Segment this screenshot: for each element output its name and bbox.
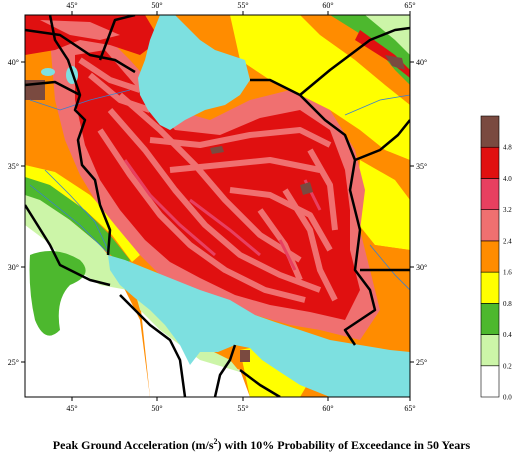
legend-swatch bbox=[480, 115, 500, 148]
caucasus-pink bbox=[40, 20, 120, 40]
lon-label-bottom: 50° bbox=[151, 404, 162, 413]
legend-label: 3.2 bbox=[503, 206, 512, 214]
east-yellow bbox=[355, 160, 410, 250]
lat-label-left: 25° bbox=[8, 358, 19, 367]
lon-label-bottom: 65° bbox=[404, 404, 415, 413]
legend-swatch bbox=[480, 303, 500, 335]
lon-label-bottom: 55° bbox=[237, 404, 248, 413]
green-strip bbox=[25, 175, 130, 268]
lon-label-top: 60° bbox=[322, 1, 333, 10]
legend-label: 0.0 bbox=[503, 394, 512, 402]
map-frame-border bbox=[24, 14, 411, 398]
brown-hotspot-1 bbox=[300, 182, 313, 195]
lat-label-right: 25° bbox=[416, 358, 427, 367]
lon-label-top: 50° bbox=[151, 1, 162, 10]
brown-hotspot-4 bbox=[240, 350, 250, 362]
caption-prefix: Peak Ground Acceleration (m/s bbox=[52, 438, 214, 452]
lake-van bbox=[41, 68, 55, 76]
legend-label: 0.8 bbox=[503, 300, 512, 308]
lat-label-right: 40° bbox=[416, 58, 427, 67]
legend-colorbar: 0.0 0.2 0.4 0.8 1.6 2.4 3.2 4.0 4.8 bbox=[480, 115, 512, 402]
lat-label-left: 40° bbox=[8, 58, 19, 67]
legend-swatch bbox=[480, 146, 500, 179]
legend-label: 4.8 bbox=[503, 144, 512, 152]
legend-label: 4.0 bbox=[503, 175, 512, 183]
lon-label-bottom: 60° bbox=[322, 404, 333, 413]
ne-brown bbox=[385, 55, 405, 70]
legend-label: 0.2 bbox=[503, 362, 512, 370]
lat-label-right: 30° bbox=[416, 263, 427, 272]
left-lat-labels: 40° 35° 30° 25° bbox=[8, 58, 19, 367]
lon-label-top: 65° bbox=[404, 1, 415, 10]
legend-swatch bbox=[480, 209, 500, 242]
legend-swatch bbox=[480, 178, 500, 210]
lon-label-top: 45° bbox=[66, 1, 77, 10]
persian-gulf bbox=[108, 255, 410, 397]
lon-label-top: 55° bbox=[237, 1, 248, 10]
bottom-lon-labels: 45° 50° 55° 60° 65° bbox=[66, 404, 415, 413]
lon-label-bottom: 45° bbox=[66, 404, 77, 413]
brown-hotspot-2 bbox=[210, 146, 224, 154]
rivers bbox=[29, 89, 410, 291]
ne-orange-band bbox=[300, 15, 410, 105]
hazard-map bbox=[25, 15, 410, 397]
hazard-ridges bbox=[78, 57, 338, 303]
legend-label: 1.6 bbox=[503, 269, 512, 277]
legend-label: 0.4 bbox=[503, 331, 512, 339]
legend-swatch bbox=[480, 271, 500, 304]
tick-marks bbox=[21, 11, 414, 401]
lat-label-left: 30° bbox=[8, 263, 19, 272]
ne-pale bbox=[365, 15, 410, 55]
yellow-strip bbox=[25, 165, 140, 262]
country-borders bbox=[25, 15, 410, 397]
legend-swatch bbox=[480, 240, 500, 273]
legend-swatch bbox=[480, 334, 500, 367]
legend-label: 2.4 bbox=[503, 237, 512, 245]
right-lat-labels: 40° 35° 30° 25° bbox=[416, 58, 427, 367]
pale-green-zone bbox=[25, 190, 128, 290]
caspian-sea bbox=[138, 15, 250, 130]
caption-superscript: 2 bbox=[213, 437, 218, 446]
caption-suffix: ) with 10% Probability of Exceedance in … bbox=[217, 438, 471, 452]
lat-label-left: 35° bbox=[8, 162, 19, 171]
figure-caption: Peak Ground Acceleration (m/s2) with 10%… bbox=[0, 437, 523, 453]
legend-swatch bbox=[480, 365, 500, 398]
top-lon-labels: 45° 50° 55° 60° 65° bbox=[66, 1, 415, 10]
lat-label-right: 35° bbox=[416, 162, 427, 171]
